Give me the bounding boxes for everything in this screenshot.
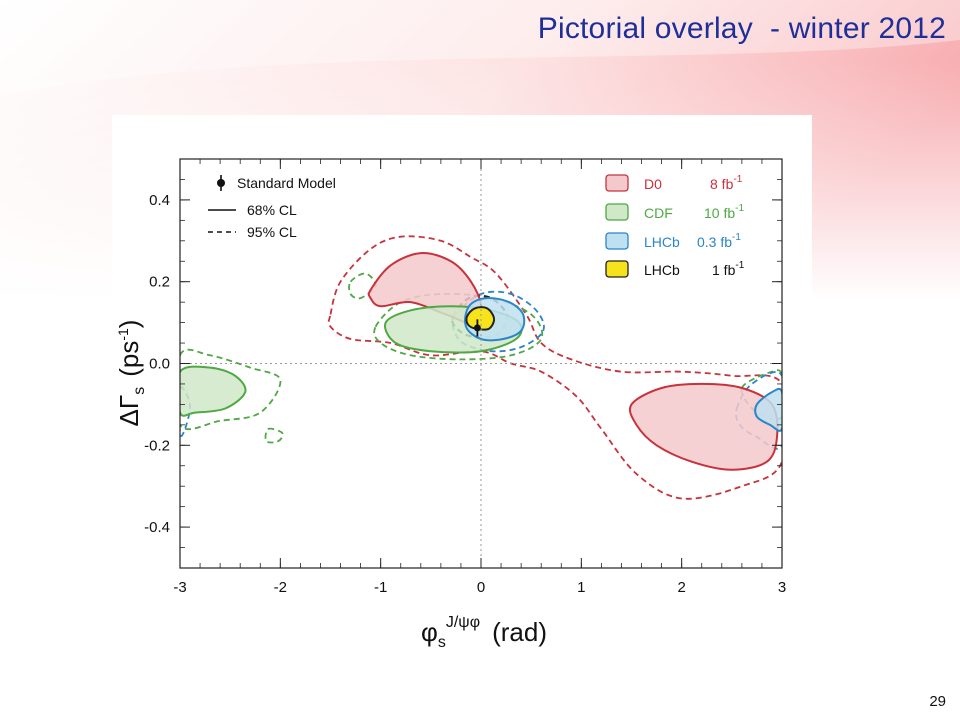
y-tick-label: -0.2 — [144, 437, 170, 454]
legend-95cl: 95% CL — [208, 224, 297, 240]
line-style-legend: Standard Model 68% CL 95% CL — [208, 175, 336, 240]
legend-d0-lumi: 8 fb-1 — [710, 174, 743, 192]
experiment-legend: D0 8 fb-1 CDF 10 fb-1 LHCb 0.3 fb-1 LHCb… — [605, 174, 745, 278]
x-tick-label: 0 — [477, 579, 485, 596]
legend-d0: D0 8 fb-1 — [605, 174, 743, 192]
legend-lhcb-1-swatch — [605, 260, 629, 278]
contour-68-lhcb-2-1 — [754, 387, 782, 432]
x-tick-label: 1 — [577, 579, 585, 596]
standard-model-marker — [473, 324, 481, 332]
legend-cdf: CDF 10 fb-1 — [605, 203, 744, 221]
y-tick-label: 0.4 — [149, 192, 170, 209]
legend-cdf-lumi-sup: -1 — [735, 203, 744, 214]
regions-68cl — [180, 252, 782, 471]
legend-lhcb-03-name: LHCb — [644, 234, 680, 250]
legend-95cl-label: 95% CL — [247, 224, 297, 240]
contour-68-cdf-1-1 — [180, 365, 247, 417]
legend-68cl: 68% CL — [208, 202, 297, 218]
legend-lhcb-03: LHCb 0.3 fb-1 — [605, 232, 741, 250]
x-tick-label: -1 — [374, 579, 387, 596]
legend-68cl-label: 68% CL — [247, 202, 297, 218]
legend-lhcb-1: LHCb 1 fb-1 — [605, 260, 745, 278]
x-axis-title-symbol: φ — [421, 617, 438, 647]
legend-d0-lumi-value: 8 fb — [710, 176, 734, 192]
page-number: 29 — [929, 693, 946, 710]
y-axis-title-sub: s — [131, 387, 148, 395]
legend-lhcb-03-lumi-sup: -1 — [732, 232, 741, 243]
legend-cdf-lumi: 10 fb-1 — [704, 203, 744, 221]
legend-d0-lumi-sup: -1 — [733, 174, 742, 185]
legend-d0-name: D0 — [644, 176, 662, 192]
contour-95-d0-0-0 — [327, 235, 782, 500]
slide-title: Pictorial overlay - winter 2012 — [537, 12, 946, 45]
contour-68-d0-0-1 — [628, 382, 779, 471]
y-axis-title-unit-sup: -1 — [115, 328, 131, 341]
legend-cdf-lumi-value: 10 fb — [704, 205, 735, 221]
x-axis-title-unit: (rad) — [492, 617, 547, 647]
x-tick-label: 3 — [778, 579, 786, 596]
x-tick-label: -2 — [274, 579, 287, 596]
legend-lhcb-1-lumi-value: 1 fb — [712, 262, 736, 278]
y-axis-title-symbol: ΔΓ — [114, 395, 144, 427]
legend-lhcb-1-lumi-sup: -1 — [735, 260, 744, 271]
y-tick-label: -0.4 — [144, 519, 170, 536]
contour-95-cdf-1-3 — [264, 427, 284, 444]
legend-sm-marker — [217, 179, 225, 187]
y-axis-title-unit: (ps — [114, 341, 144, 377]
x-tick-label: -3 — [173, 579, 186, 596]
x-axis-title-sup: J/ψφ — [446, 614, 480, 631]
x-axis-title: φsJ/ψφ (rad) — [421, 614, 547, 651]
legend-lhcb-1-name: LHCb — [644, 262, 680, 278]
legend-lhcb-03-swatch — [605, 232, 629, 250]
x-tick-label: 2 — [677, 579, 685, 596]
legend-cdf-swatch — [605, 203, 629, 221]
standard-model-point — [473, 319, 481, 337]
legend-sm-label: Standard Model — [237, 175, 336, 191]
legend-lhcb-1-lumi: 1 fb-1 — [712, 260, 745, 278]
x-axis-title-sub: s — [438, 634, 446, 651]
reference-lines — [180, 159, 782, 568]
y-tick-label: 0.0 — [149, 356, 170, 373]
plot-panel: -3 -2 -1 0 1 2 3 -0.4 -0.2 0.0 0.2 0.4 φsJ/ψφ (rad) … — [112, 115, 812, 663]
legend-lhcb-03-lumi: 0.3 fb-1 — [697, 232, 741, 250]
legend-standard-model: Standard Model — [217, 175, 336, 191]
y-tick-label: 0.2 — [149, 274, 170, 291]
contour-68-lhcb-3-0 — [465, 306, 496, 331]
legend-d0-swatch — [605, 174, 629, 192]
y-axis-title: ΔΓs (ps-1) — [114, 320, 148, 427]
legend-cdf-name: CDF — [644, 205, 673, 221]
legend-lhcb-03-lumi-value: 0.3 fb — [697, 234, 732, 250]
contour-chart: -3 -2 -1 0 1 2 3-0.4-0.20.00.20.4 φsJ/ψφ (rad) … — [114, 158, 786, 651]
y-axis-title-close: ) — [114, 320, 144, 329]
axis-ticks: -3 -2 -1 0 1 2 3 -0.4 -0.2 0.0 0.2 0.4 — [144, 158, 786, 596]
